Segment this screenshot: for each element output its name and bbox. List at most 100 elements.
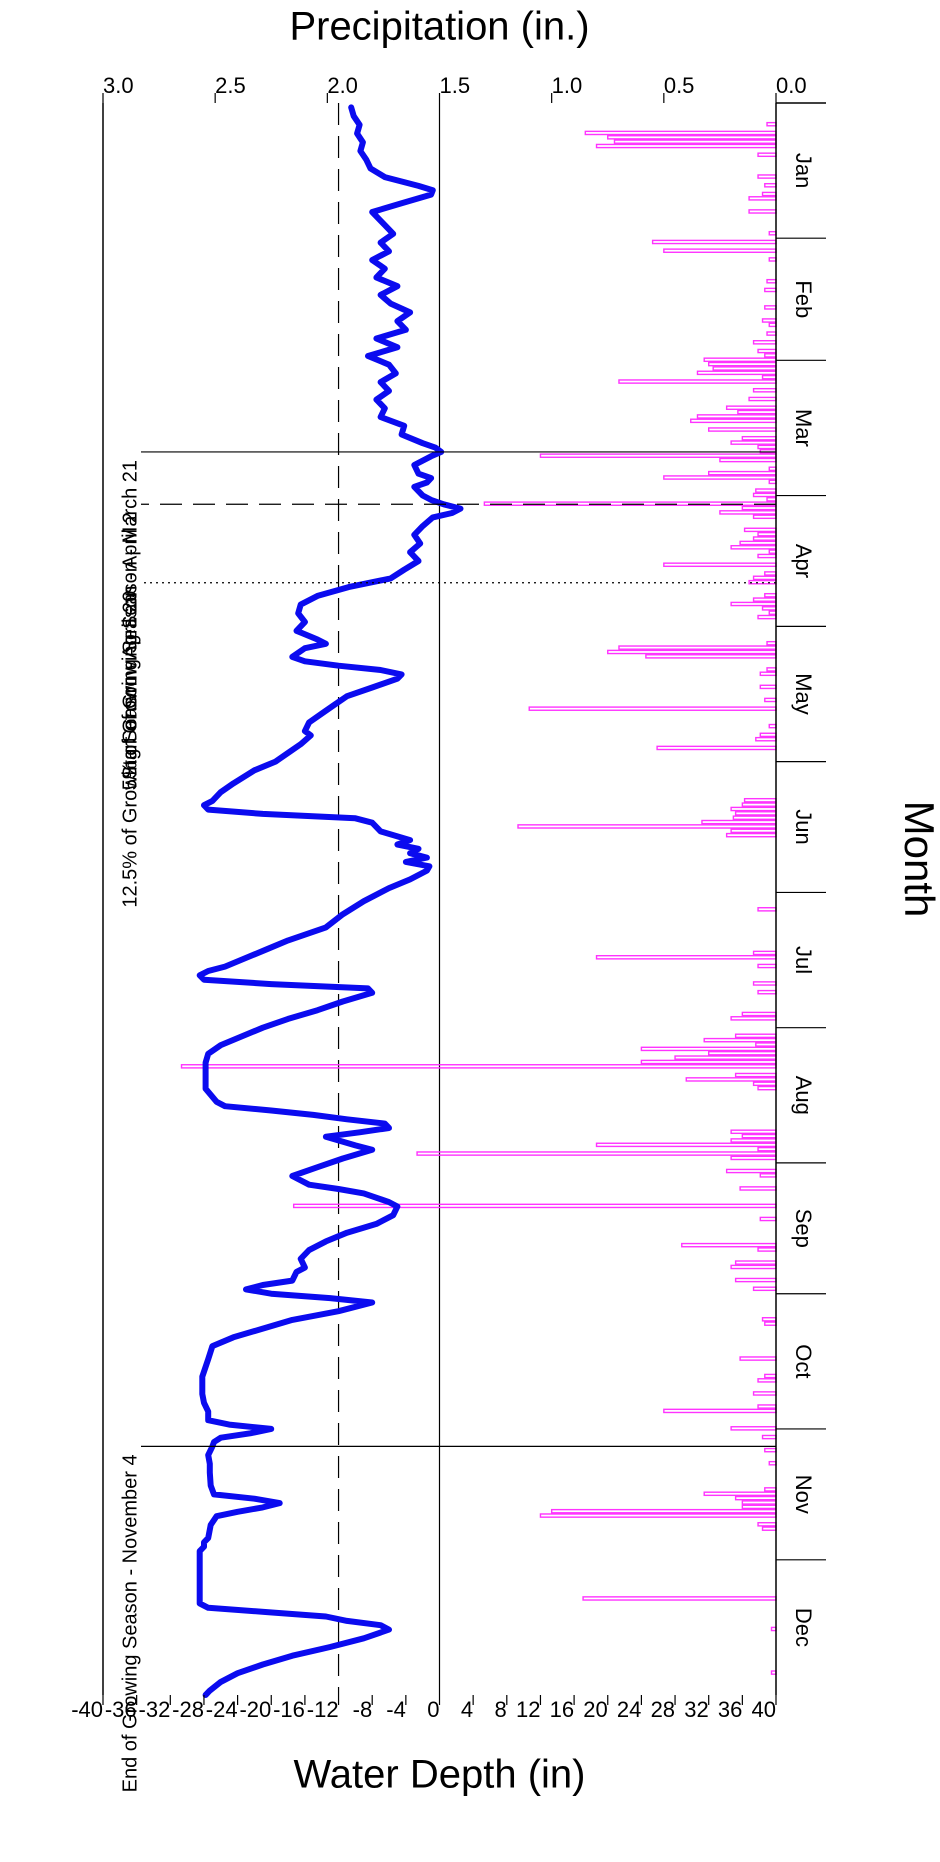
precip-bar (761, 374, 777, 380)
precip-bar (764, 353, 777, 358)
precip-bar (730, 545, 777, 550)
precip-bar (768, 1460, 777, 1466)
precip-bar (539, 1513, 777, 1518)
precip-bar (757, 614, 777, 620)
precip-bar (752, 492, 777, 498)
precip-bar (764, 182, 777, 188)
precip-bar (743, 527, 777, 533)
water-depth-series (196, 104, 464, 1698)
precip-bar (757, 348, 777, 354)
precip-bar (730, 1016, 777, 1021)
precip-bar (757, 152, 777, 158)
precip-bar (663, 1408, 777, 1414)
growing-season-markers: Start of Growing Season - March 215% of … (119, 451, 776, 1792)
depth-tick-label: -36 (105, 1697, 137, 1722)
precip-bar (584, 130, 777, 136)
precip-bar (681, 1242, 777, 1248)
water-depth-axis-title: Water Depth (in) (294, 1753, 586, 1797)
precip-bar (730, 1264, 777, 1270)
marker-label: Start of Growing Season - March 21 (119, 460, 141, 779)
depth-tick-label: 12 (516, 1697, 540, 1722)
month-label: Jun (791, 809, 816, 844)
precip-bar (755, 488, 777, 493)
depth-tick-label: -16 (273, 1697, 305, 1722)
depth-tick-label: 20 (583, 1697, 607, 1722)
precip-bar (703, 357, 777, 363)
marker-label: 12.5% of Growing Season - April 20 (119, 591, 141, 908)
precip-bar (766, 667, 777, 672)
precip-bar (703, 1037, 777, 1043)
precip-bar (757, 963, 777, 969)
precip-bar (618, 645, 777, 650)
precip-bar (768, 322, 777, 328)
precip-bar (752, 575, 777, 581)
precip-bar (712, 366, 777, 371)
precip-bar (703, 1491, 777, 1497)
precip-bar (752, 981, 777, 986)
precip-bar (741, 505, 777, 511)
precip-bar (734, 1495, 777, 1501)
precip-bar (595, 143, 777, 149)
precip-tick-label: 2.0 (327, 73, 358, 98)
precip-bar (696, 414, 777, 419)
depth-tick-label: 4 (461, 1697, 473, 1722)
precip-bar (550, 1508, 777, 1514)
precip-bar (416, 1151, 777, 1156)
month-label: Sep (791, 1209, 816, 1248)
precip-bar (759, 1173, 777, 1178)
precip-bar (739, 1356, 777, 1361)
precip-bar (701, 819, 777, 825)
precip-bar (752, 536, 777, 541)
precip-bar (764, 1447, 777, 1453)
precip-bar (764, 592, 777, 598)
month-label: Jan (791, 153, 816, 188)
precip-bar (752, 514, 777, 520)
precip-bar (730, 440, 777, 445)
precip-bar (730, 806, 777, 812)
month-label: May (791, 673, 816, 715)
depth-tick-label: -28 (172, 1697, 204, 1722)
precip-bar (752, 1391, 777, 1396)
precip-bar (757, 989, 777, 995)
precip-bar (761, 318, 777, 323)
precip-bar (734, 1072, 777, 1078)
precip-bar (757, 1247, 777, 1252)
precip-bar (651, 239, 777, 245)
depth-tick-label: 24 (617, 1697, 641, 1722)
precip-bar (732, 815, 777, 820)
precip-bar (764, 1321, 777, 1326)
precip-bar (741, 1504, 777, 1510)
precip-bar (768, 723, 777, 729)
month-label: Aug (791, 1076, 816, 1115)
precip-bar (757, 553, 777, 559)
precip-bar (757, 907, 777, 912)
precip-bar (582, 1596, 777, 1601)
rotated-plot: Start of Growing Season - March 215% of … (71, 5, 940, 1797)
precip-bar (719, 510, 777, 515)
precip-bar (730, 1138, 777, 1143)
precip-bar (734, 1033, 777, 1039)
precip-bar (757, 174, 777, 179)
precip-bar (618, 379, 777, 384)
month-label: Mar (791, 409, 816, 447)
depth-tick-label: -4 (386, 1697, 406, 1722)
precip-bar (766, 121, 777, 127)
precip-bar (752, 597, 777, 602)
depth-tick-label: 32 (684, 1697, 708, 1722)
precip-bar (707, 427, 777, 432)
precip-bar (764, 287, 777, 293)
precip-bar (764, 571, 777, 576)
precip-bar (768, 230, 777, 236)
precip-bar (755, 736, 777, 742)
precip-bar (730, 1129, 777, 1135)
depth-tick-label: 8 (495, 1697, 507, 1722)
precip-bar (768, 479, 777, 485)
precip-bar (759, 671, 777, 677)
precip-bar (707, 361, 777, 367)
precip-bar (761, 191, 777, 197)
precip-bar (640, 1059, 777, 1065)
precip-bar (607, 135, 777, 140)
precip-bar (766, 331, 777, 336)
precip-bar (748, 209, 777, 214)
precip-bar (645, 654, 777, 659)
